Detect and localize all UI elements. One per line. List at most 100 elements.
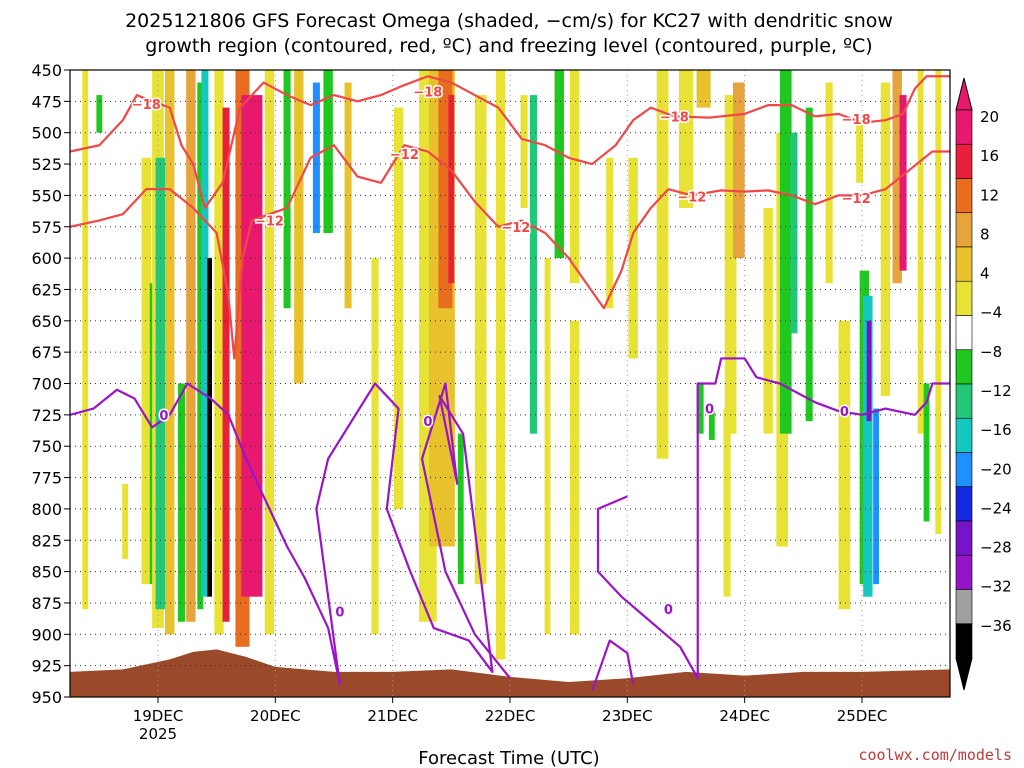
- omega-cell-51: [790, 132, 798, 334]
- contour-lines: −18 −18 −18 −18 −12 −12 −12 −12 −12 0 0 0 0 0 0: [70, 75, 950, 692]
- omega-cell-37: [569, 320, 580, 635]
- chart-title-line-1: 2025121806 GFS Forecast Omega (shaded, −…: [125, 10, 893, 32]
- ytick-label-575: 575: [31, 218, 62, 237]
- colorbar-label-8: −16: [980, 421, 1012, 439]
- omega-cell-22: [344, 82, 352, 309]
- ytick-label-950: 950: [31, 688, 62, 707]
- colorbar-label-10: −24: [980, 499, 1012, 517]
- omega-cell-28: [448, 95, 455, 284]
- ytick-label-750: 750: [31, 437, 62, 456]
- chart-title-line-2: growth region (contoured, red, ºC) and f…: [145, 35, 872, 57]
- omega-cell-8: [177, 383, 185, 622]
- ytick-label-850: 850: [31, 563, 62, 582]
- ytick-label-875: 875: [31, 594, 62, 613]
- omega-cell-62: [899, 95, 907, 271]
- omega-cell-20: [312, 82, 320, 234]
- colorbar-label-0: 20: [980, 108, 999, 126]
- colorbar-label-4: 4: [980, 265, 990, 283]
- colorbar-segment-9: [955, 417, 973, 453]
- colorbar-segment-10: [955, 452, 973, 488]
- omega-cell-1: [96, 95, 103, 133]
- dgz-minus18-line: [70, 75, 950, 210]
- omega-cell-32: [520, 95, 528, 208]
- xtick-label-23DEC: 23DEC: [602, 707, 653, 725]
- ytick-label-925: 925: [31, 657, 62, 676]
- omega-cell-38: [606, 157, 614, 309]
- xtick-label-25DEC: 25DEC: [837, 707, 888, 725]
- omega-cell-31: [495, 70, 506, 660]
- omega-cell-64: [923, 383, 930, 522]
- omega-cell-10: [197, 82, 204, 610]
- ytick-label-475: 475: [31, 92, 62, 111]
- omega-cell-59: [873, 408, 880, 585]
- ytick-label-800: 800: [31, 500, 62, 519]
- omega-cell-2: [122, 483, 129, 560]
- freezing-0c-label-0: 0: [159, 409, 168, 424]
- credit-text: coolwx.com/models: [858, 746, 1012, 764]
- freezing-0c-label-1: 0: [335, 606, 344, 621]
- ytick-label-650: 650: [31, 312, 62, 331]
- omega-cell-14: [222, 107, 230, 622]
- colorbar-segment-13: [955, 554, 973, 590]
- colorbar-segment-14: [955, 589, 973, 625]
- omega-cell-19: [294, 70, 304, 384]
- omega-cell-60: [880, 82, 891, 397]
- omega-cell-63: [917, 70, 924, 434]
- omega-cell-17: [264, 70, 275, 635]
- colorbar-segment-7: [955, 349, 973, 385]
- omega-cell-52: [805, 107, 813, 422]
- omega-cell-16: [241, 95, 263, 597]
- colorbar-label-1: 16: [980, 147, 999, 165]
- xtick-label-19DEC: 19DEC: [133, 707, 184, 725]
- colorbar-segment-6: [955, 315, 973, 351]
- ytick-label-825: 825: [31, 531, 62, 550]
- colorbar-segment-2: [955, 178, 973, 214]
- omega-cell-55: [856, 120, 864, 183]
- dgz-minus12-label-1: −12: [390, 148, 419, 163]
- freezing-0c-east-label-1: 0: [705, 403, 714, 418]
- ytick-label-550: 550: [31, 186, 62, 205]
- dgz-minus12-label-4: −12: [842, 192, 871, 207]
- omega-cell-53: [825, 82, 833, 284]
- xtick-label-20DEC: 20DEC: [250, 707, 301, 725]
- omega-cell-36: [569, 70, 580, 284]
- omega-cell-24: [393, 107, 404, 509]
- omega-cell-3: [141, 157, 151, 585]
- ytick-label-775: 775: [31, 469, 62, 488]
- dgz-minus12-line: [70, 144, 950, 360]
- omega-cell-48: [763, 207, 773, 434]
- ytick-label-675: 675: [31, 343, 62, 362]
- dgz-minus18-label-2: −18: [660, 110, 689, 125]
- omega-cell-11: [201, 70, 209, 597]
- colorbar: 20 16 12 8 4 −4 −8 −12 −16 −20 −24 −28 −32 −36: [955, 77, 1012, 691]
- colorbar-segment-0: [955, 109, 973, 145]
- colorbar-segment-15: [955, 623, 973, 659]
- colorbar-label-12: −32: [980, 578, 1012, 596]
- ytick-label-600: 600: [31, 249, 62, 268]
- colorbar-label-3: 8: [980, 225, 990, 243]
- ytick-label-725: 725: [31, 406, 62, 425]
- colorbar-label-7: −12: [980, 382, 1012, 400]
- ytick-label-900: 900: [31, 625, 62, 644]
- omega-cell-46: [732, 82, 745, 259]
- colorbar-label-11: −28: [980, 539, 1012, 557]
- omega-cell-18: [283, 70, 291, 309]
- omega-cell-58: [866, 320, 872, 422]
- omega-cell-42: [696, 70, 711, 108]
- freezing-0c-label-2: 0: [423, 415, 432, 430]
- terrain-fill: [70, 649, 950, 697]
- ytick-label-450: 450: [31, 61, 62, 80]
- omega-cell-50: [779, 70, 792, 434]
- xtick-sublabel-19DEC: 2025: [139, 725, 177, 743]
- omega-cell-13: [214, 70, 224, 635]
- xtick-label-21DEC: 21DEC: [367, 707, 418, 725]
- colorbar-label-5: −4: [980, 304, 1002, 322]
- ytick-label-525: 525: [31, 155, 62, 174]
- omega-cell-21: [323, 70, 333, 234]
- omega-cell-30: [474, 95, 487, 585]
- terrain-surface: [70, 649, 950, 697]
- omega-cell-34: [554, 70, 564, 259]
- colorbar-segment-5: [955, 280, 973, 316]
